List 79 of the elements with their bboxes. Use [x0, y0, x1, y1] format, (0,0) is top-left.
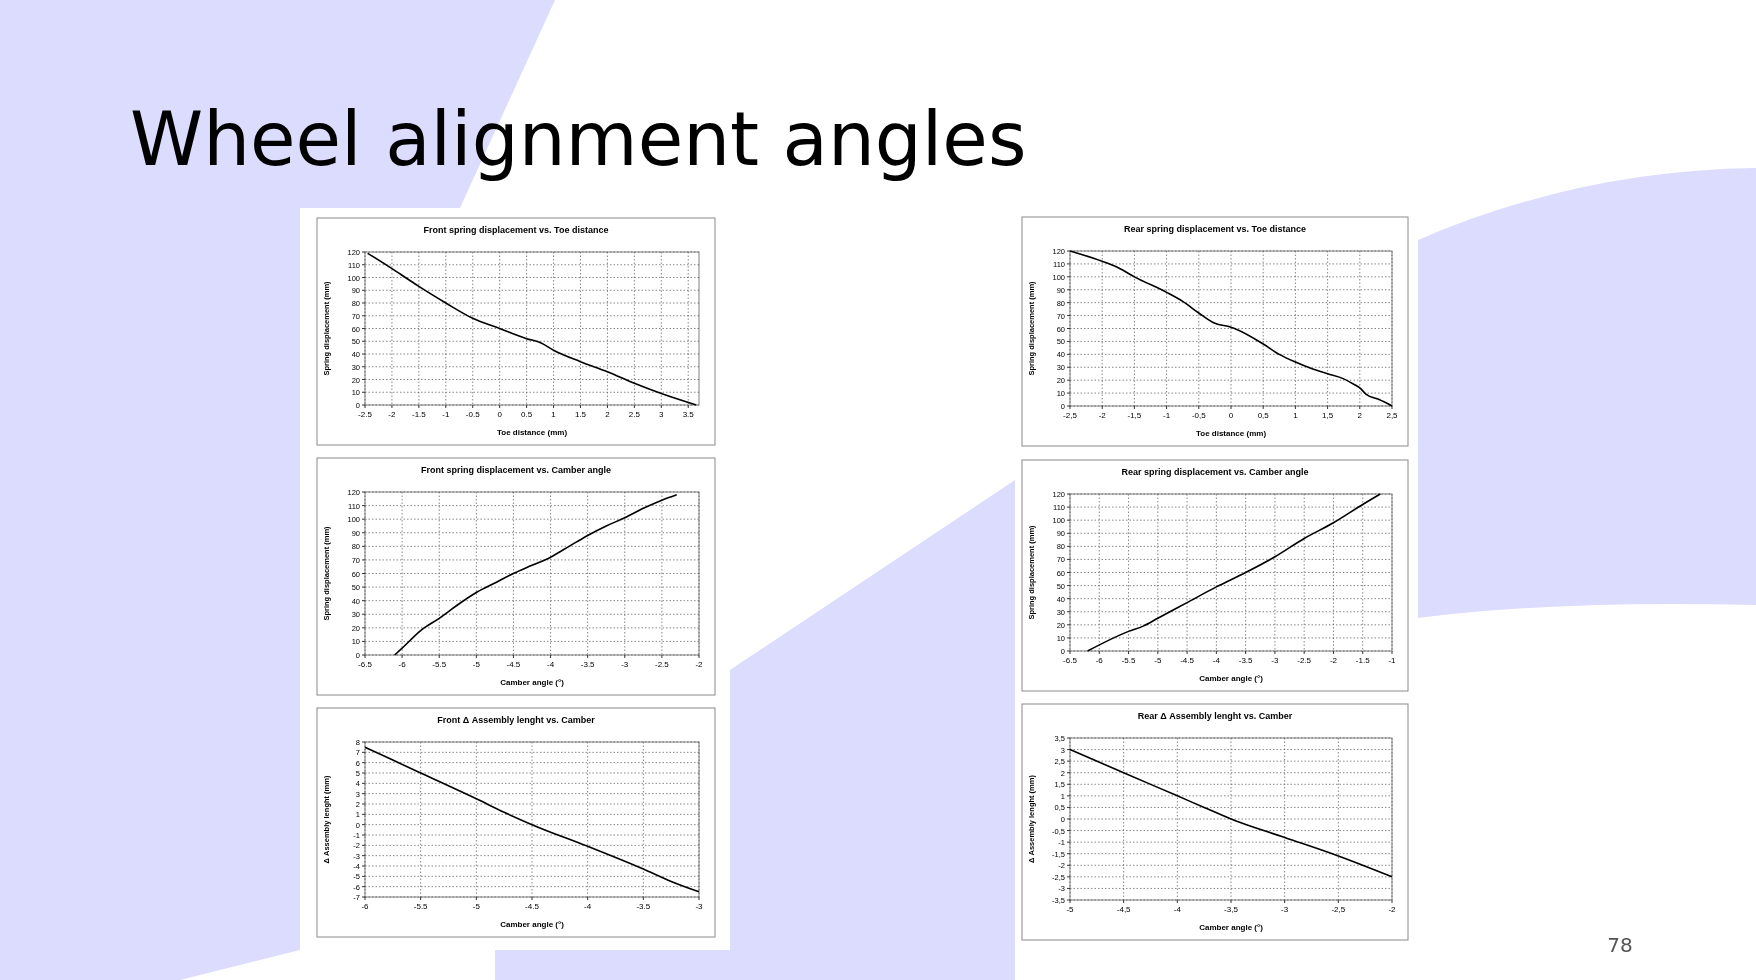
x-tick-label: -2.5: [358, 410, 373, 419]
x-tick-label: -1: [1163, 411, 1171, 420]
x-tick-label: -3: [1281, 905, 1289, 914]
x-tick-label: -5: [472, 660, 481, 669]
x-tick-label: -1: [1388, 656, 1397, 665]
x-tick-label: -5: [1154, 656, 1162, 665]
x-tick-label: 2: [605, 410, 611, 419]
x-tick-label: -5: [1066, 905, 1075, 914]
line-series: [1069, 250, 1393, 407]
x-tick-label: -3: [695, 902, 704, 911]
x-tick-label: 1: [1293, 411, 1299, 420]
x-tick-label: -6: [361, 902, 370, 911]
line-series: [1069, 748, 1393, 878]
chart-title: Rear spring displacement vs. Toe distance: [1124, 224, 1306, 234]
x-tick-label: -3.5: [1238, 656, 1254, 665]
x-axis-title: Camber angle (°): [1199, 923, 1264, 932]
text: Wheel alignment angles: [130, 96, 1027, 182]
x-axis-title: Toe distance (mm): [496, 428, 568, 437]
x-tick-label: -6: [1095, 656, 1104, 665]
x-tick-label: -3.5: [636, 902, 651, 911]
x-tick-label: -2: [1329, 656, 1338, 665]
x-tick-label: -4: [1212, 656, 1221, 665]
x-axis-title: Camber angle (°): [500, 678, 565, 687]
x-tick-label: 0: [1228, 411, 1234, 420]
x-tick-label: 2.5: [628, 410, 641, 419]
x-tick-label: -4.5: [506, 660, 521, 669]
x-tick-label: -0,5: [1191, 411, 1207, 420]
x-axis-title: Toe distance (mm): [1195, 429, 1267, 438]
x-tick-label: -4: [584, 902, 592, 911]
x-tick-label: 1: [551, 410, 557, 419]
x-tick-label: -2,5: [1331, 905, 1346, 914]
x-tick-label: -6.5: [1063, 656, 1078, 665]
x-tick-label: -6.5: [358, 660, 373, 669]
line-series: [366, 252, 698, 406]
x-tick-label: -4: [546, 660, 555, 669]
x-tick-label: -2.5: [1297, 656, 1312, 665]
chart-title: Front spring displacement vs. Camber angle: [420, 465, 612, 475]
x-tick-label: -1: [442, 410, 450, 419]
x-tick-label: -3.5: [580, 660, 596, 669]
x-tick-label: 1,5: [1322, 411, 1334, 420]
x-tick-label: -2: [388, 410, 397, 419]
x-tick-label: -2.5: [654, 660, 670, 669]
x-tick-label: -5.5: [413, 902, 429, 911]
chart-title: Front Δ Assembly lenght vs. Camber: [437, 715, 596, 725]
x-tick-label: -2: [1098, 411, 1107, 420]
chart-title: Rear spring displacement vs. Camber angle: [1121, 467, 1309, 477]
x-tick-label: 3: [659, 410, 665, 419]
x-tick-label: 1.5: [574, 410, 587, 419]
x-tick-label: -2: [1388, 905, 1397, 914]
chart-title: Front spring displacement vs. Toe distance: [423, 225, 609, 235]
x-tick-label: -1.5: [1355, 656, 1371, 665]
x-tick-label: 0: [497, 410, 503, 419]
x-tick-label: 0,5: [1257, 411, 1270, 420]
x-tick-label: -4: [1173, 905, 1182, 914]
chart-title: Rear Δ Assembly lenght vs. Camber: [1137, 711, 1293, 721]
x-tick-label: -4.5: [525, 902, 540, 911]
x-tick-label: -0.5: [465, 410, 481, 419]
x-tick-label: -1,5: [1127, 411, 1142, 420]
x-tick-label: -2: [695, 660, 704, 669]
x-tick-label: -3: [1271, 656, 1280, 665]
x-tick-label: -6: [398, 660, 407, 669]
line-series: [393, 493, 678, 656]
x-tick-label: -3: [621, 660, 629, 669]
x-tick-label: -5: [472, 902, 481, 911]
x-tick-label: 0.5: [521, 410, 533, 419]
x-tick-label: -1.5: [411, 410, 427, 419]
line-series: [364, 746, 700, 893]
x-tick-label: -5.5: [432, 660, 447, 669]
x-tick-label: -5.5: [1121, 656, 1136, 665]
x-tick-label: -4.5: [1180, 656, 1195, 665]
x-tick-label: 2,5: [1386, 411, 1399, 420]
x-axis-title: Camber angle (°): [500, 920, 565, 929]
text: 78: [1607, 933, 1633, 957]
x-tick-label: -4,5: [1116, 905, 1132, 914]
x-axis-title: Camber angle (°): [1199, 674, 1264, 683]
line-series: [1086, 493, 1382, 652]
x-tick-label: 2: [1357, 411, 1363, 420]
x-tick-label: -3,5: [1224, 905, 1239, 914]
x-tick-label: 3.5: [682, 410, 695, 419]
